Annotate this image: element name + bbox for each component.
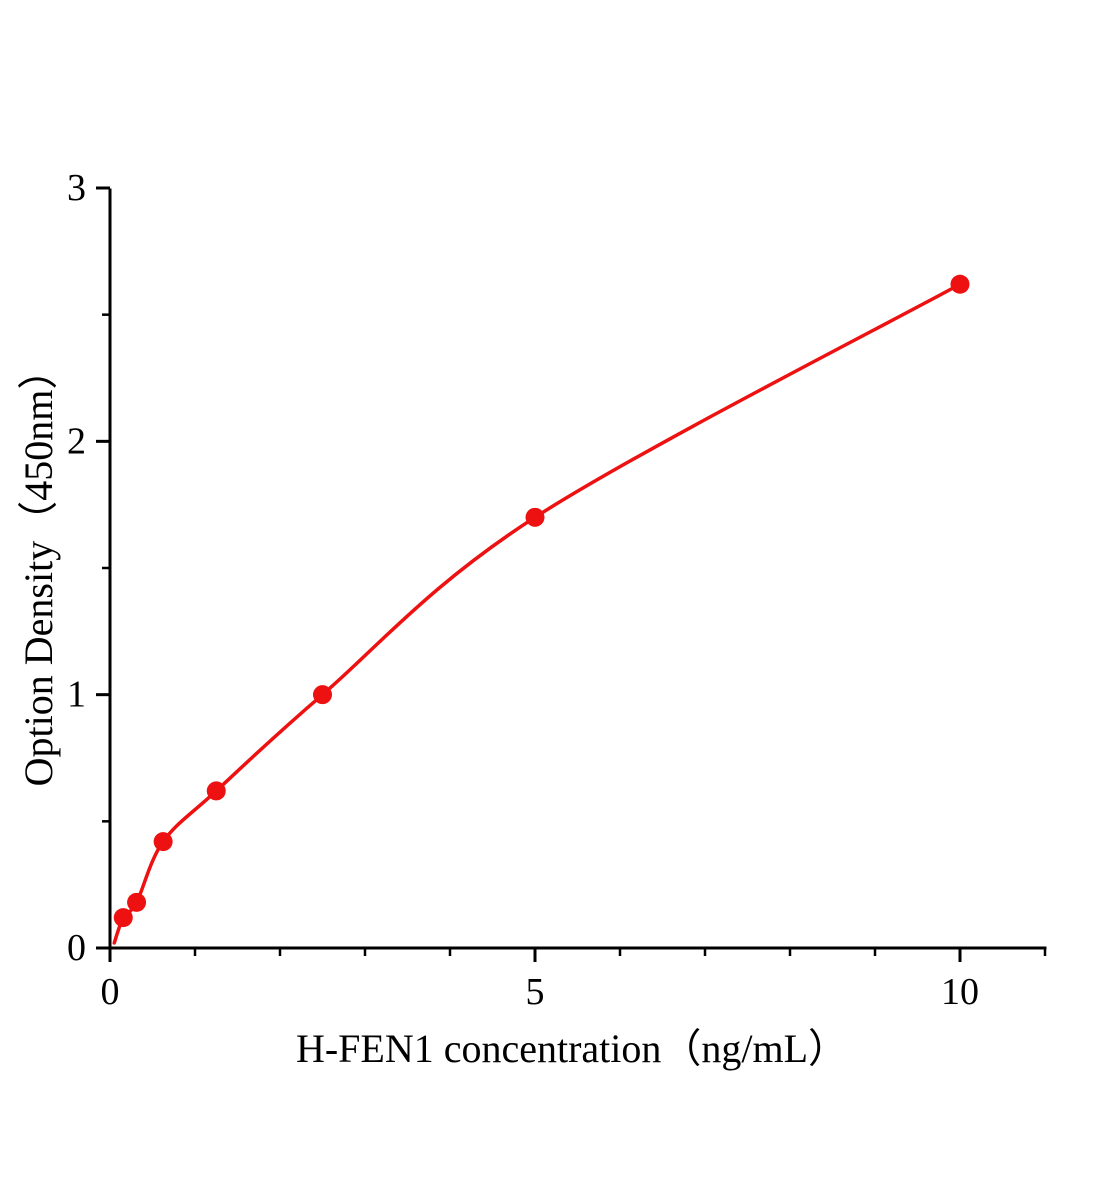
y-axis-label: Option Density（450nm）	[16, 350, 61, 787]
axes-layer: 0 5 10 0 1 2 3	[67, 167, 1047, 1013]
plot-layer	[112, 274, 970, 945]
data-point	[153, 832, 173, 852]
y-tick-label: 0	[67, 927, 86, 969]
data-point	[525, 507, 545, 527]
data-point	[113, 908, 133, 928]
y-tick-label: 3	[67, 167, 86, 209]
y-tick-label: 2	[67, 420, 86, 462]
data-point	[206, 781, 226, 801]
y-tick-label: 1	[67, 674, 86, 716]
x-tick-label: 5	[526, 971, 545, 1013]
data-point	[950, 274, 970, 294]
fitted-curve	[112, 282, 962, 945]
x-tick-label: 10	[941, 971, 979, 1013]
x-axis-label: H-FEN1 concentration（ng/mL）	[296, 1026, 848, 1071]
x-tick-label: 0	[101, 971, 120, 1013]
data-point	[313, 685, 332, 705]
data-point	[127, 892, 147, 912]
